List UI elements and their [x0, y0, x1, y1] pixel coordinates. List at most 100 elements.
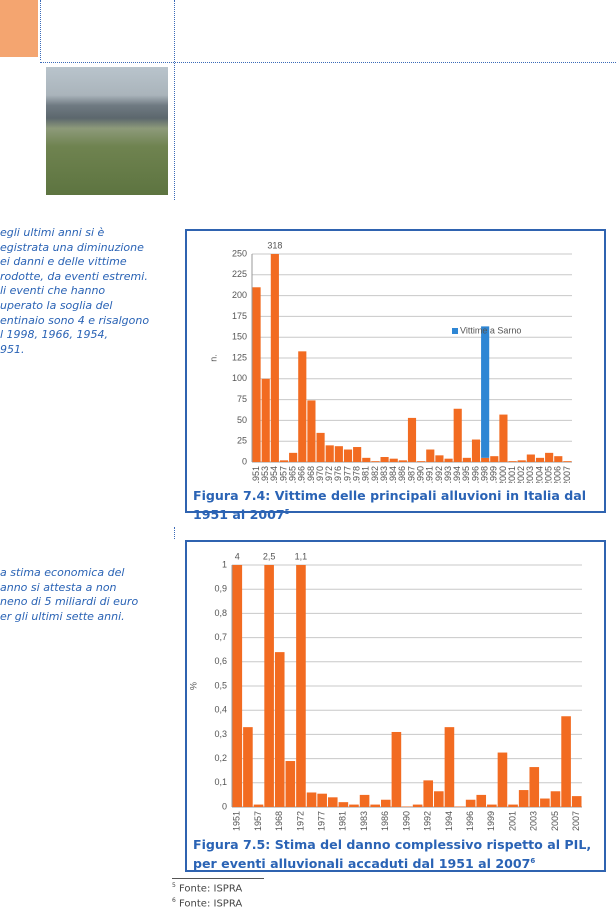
bar [435, 455, 444, 462]
bar [317, 793, 327, 807]
y-tick-label: 200 [232, 290, 247, 300]
note-line: a stima economica del [0, 566, 125, 579]
bar [359, 794, 370, 807]
bar [338, 802, 349, 807]
bar [327, 797, 338, 807]
bar [349, 804, 359, 807]
divider [174, 527, 175, 539]
x-tick-label: 2005 [544, 466, 554, 483]
data-label: 4 [235, 551, 240, 561]
bar [529, 767, 540, 807]
bar [426, 449, 435, 462]
bar [462, 457, 471, 462]
photo [46, 67, 168, 195]
legend-swatch [452, 328, 458, 334]
bar [389, 458, 398, 462]
x-tick-label: 2003 [525, 466, 535, 483]
bar [497, 752, 508, 807]
y-axis-label: n. [208, 354, 218, 362]
bar [508, 461, 517, 462]
x-tick-label: 2005 [550, 811, 560, 831]
x-tick-label: 1998 [480, 466, 490, 483]
sidebar-note: egli ultimi anni si è egistrata una dimin… [0, 226, 168, 357]
bar [343, 449, 353, 462]
footnote-rule [172, 878, 264, 879]
x-tick-label: 1968 [306, 466, 316, 483]
x-tick-label: 1986 [397, 466, 407, 483]
footnote-ref: 5 [284, 508, 290, 516]
x-tick-label: 1992 [423, 811, 433, 831]
y-tick-label: 0,9 [214, 584, 227, 594]
bar [545, 452, 554, 462]
footnote-mark: 5 [172, 882, 176, 889]
x-tick-label: 1999 [489, 466, 499, 483]
note-line: rodotte, da eventi estremi. [0, 269, 148, 283]
x-tick-label: 2000 [498, 466, 508, 483]
legend-label: Vittime a Sarno [460, 325, 521, 335]
footnote-text: Fonte: ISPRA [179, 883, 243, 895]
bar [398, 460, 407, 462]
bar [289, 452, 298, 462]
bar [434, 791, 444, 807]
bar [540, 798, 550, 807]
x-tick-label: 1987 [406, 466, 416, 483]
x-tick-label: 2004 [534, 466, 544, 483]
figure-caption: Figura 7.4: Vittime delle principali all… [187, 487, 604, 523]
x-tick-label: 1990 [416, 466, 426, 483]
y-tick-label: 0,8 [214, 608, 227, 618]
x-tick-label: 1977 [342, 466, 352, 483]
x-tick-label: 2007 [571, 811, 581, 831]
y-tick-label: 25 [237, 436, 247, 446]
x-tick-label: 1981 [361, 466, 371, 483]
bar [487, 804, 497, 807]
bar [407, 417, 417, 462]
note-line: uperato la soglia del [0, 298, 113, 312]
x-tick-label: 1981 [338, 811, 348, 831]
data-label: 1,1 [295, 551, 308, 561]
y-tick-label: 0,3 [214, 729, 227, 739]
x-tick-label: 1996 [465, 811, 475, 831]
bar [444, 727, 455, 807]
x-tick-label: 1972 [324, 466, 334, 483]
bar [453, 408, 462, 462]
x-tick-label: 1951 [232, 811, 242, 831]
y-tick-label: 0,6 [214, 656, 227, 666]
sidebar-note: a stima economica del anno si attesta a n… [0, 566, 168, 624]
x-tick-label: 1990 [401, 811, 411, 831]
y-tick-label: 100 [232, 373, 247, 383]
footnote: 6 Fonte: ISPRA [172, 897, 242, 909]
divider [40, 62, 616, 63]
data-label: 2,5 [263, 551, 276, 561]
note-line: ei danni e delle vittime [0, 255, 127, 269]
figure-frame: 0 25 50 75 100 125 150 175 200 225 250 n. 1951 1953 19… [185, 229, 606, 522]
x-tick-label: 1983 [379, 466, 389, 483]
bar [380, 457, 389, 462]
bar [571, 796, 582, 807]
bar [412, 804, 423, 807]
bar [563, 461, 572, 462]
bar [362, 457, 371, 462]
y-tick-label: 0 [242, 456, 247, 466]
x-tick-label: 1996 [470, 466, 480, 483]
bar [490, 456, 499, 462]
bar [261, 378, 270, 462]
bar [465, 799, 476, 807]
x-tick-label: 1972 [295, 811, 305, 831]
x-tick-label: 2007 [562, 466, 572, 483]
bar [471, 439, 481, 462]
note-line: neno di 5 miliardi di euro [0, 595, 139, 609]
divider [174, 0, 175, 200]
x-tick-label: 1992 [434, 466, 444, 483]
bar [391, 731, 402, 807]
x-tick-label: 1954 [269, 466, 279, 483]
bar [517, 460, 526, 462]
x-tick-label: 1965 [288, 466, 298, 483]
y-tick-label: 0,2 [214, 753, 227, 763]
x-tick-label: 1968 [274, 811, 284, 831]
y-tick-label: 175 [232, 311, 247, 321]
caption-text: Figura 7.4: Vittime delle principali all… [193, 488, 587, 523]
bar [306, 792, 317, 807]
figure-frame: 0 0,1 0,2 0,3 0,4 0,5 0,6 0,7 0,8 0,9 1% 1951 1957 19… [185, 540, 606, 872]
x-tick-label: 1994 [452, 466, 462, 483]
